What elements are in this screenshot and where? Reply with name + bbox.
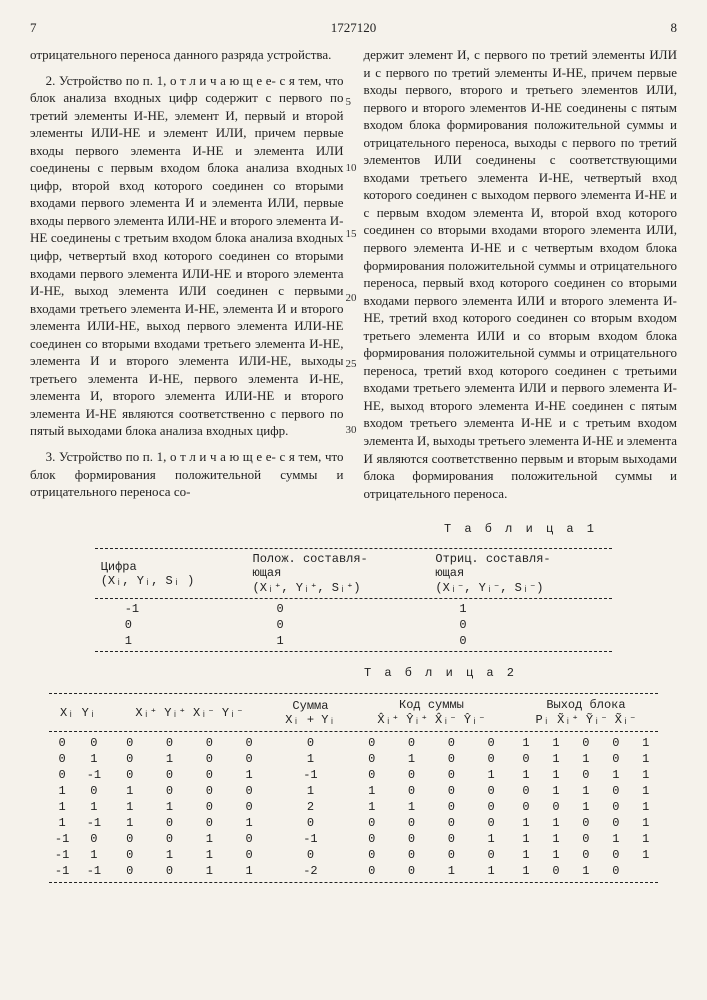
para-right: держит элемент И, с первого по третий эл… xyxy=(364,46,678,502)
right-column: держит элемент И, с первого по третий эл… xyxy=(364,46,678,510)
table1-header: Цифра (Xᵢ, Yᵢ, Sᵢ ) Полож. составля- юща… xyxy=(95,551,613,596)
table-row: -1-10011-200111010 xyxy=(46,863,661,879)
claim-3: 3. Устройство по п. 1, о т л и ч а ю щ е… xyxy=(30,448,344,501)
doc-number: 1727120 xyxy=(331,20,377,36)
table-row: 110 xyxy=(95,633,613,649)
table-row: 0-10001-1000111011 xyxy=(46,767,661,783)
page-num-left: 7 xyxy=(30,20,37,36)
table-2: Xᵢ Yᵢ Xᵢ⁺ Yᵢ⁺ Xᵢ⁻ Yᵢ⁻ Сумма Xᵢ + Yᵢ Код … xyxy=(46,690,661,886)
table-row: 0000000000011001 xyxy=(46,735,661,751)
text-columns: отрицательного переноса данного разряда … xyxy=(30,46,677,510)
claim-2: 2. Устройство по п. 1, о т л и ч а ю щ е… xyxy=(30,72,344,440)
table-row: 000 xyxy=(95,617,613,633)
page-num-right: 8 xyxy=(671,20,678,36)
page-header: 7 1727120 8 xyxy=(30,20,677,36)
table2-header: Xᵢ Yᵢ Xᵢ⁺ Yᵢ⁺ Xᵢ⁻ Yᵢ⁻ Сумма Xᵢ + Yᵢ Код … xyxy=(46,697,661,728)
table-1: Цифра (Xᵢ, Yᵢ, Sᵢ ) Полож. составля- юща… xyxy=(95,546,613,654)
table-row: 1-110010000011001 xyxy=(46,815,661,831)
table-row: -100010-1000111011 xyxy=(46,831,661,847)
table-row: 1111002110000101 xyxy=(46,799,661,815)
table2-title: Т а б л и ц а 2 xyxy=(30,666,677,680)
table-row: -1101100000011001 xyxy=(46,847,661,863)
table1-title: Т а б л и ц а 1 xyxy=(30,522,677,536)
table-row: 0101001010001101 xyxy=(46,751,661,767)
left-column: отрицательного переноса данного разряда … xyxy=(30,46,344,510)
table-row: -101 xyxy=(95,601,613,617)
table-row: 1010001100001101 xyxy=(46,783,661,799)
para-carry: отрицательного переноса данного разряда … xyxy=(30,46,344,64)
